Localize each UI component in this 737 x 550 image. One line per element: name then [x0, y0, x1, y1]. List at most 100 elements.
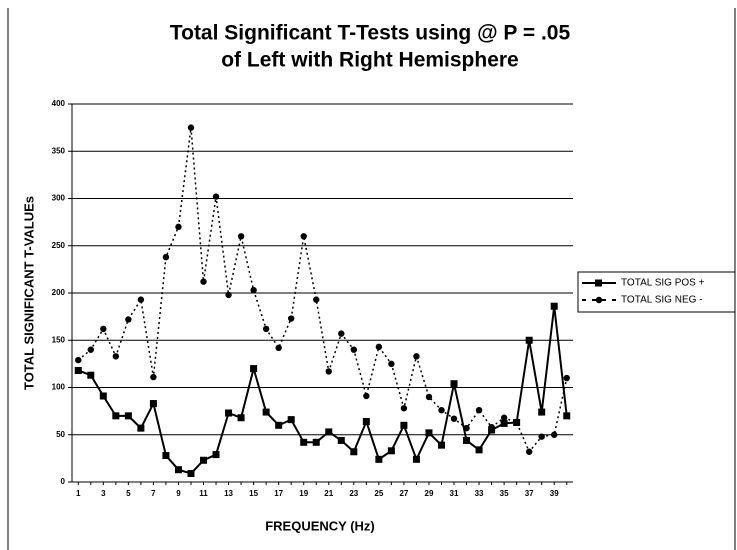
data-point: [149, 400, 157, 408]
data-point: [275, 344, 282, 352]
chart-title: of Left with Right Hemisphere: [221, 49, 519, 72]
data-point: [500, 414, 508, 421]
data-point: [525, 448, 533, 455]
x-tick-label: 35: [500, 489, 509, 498]
data-point: [425, 429, 433, 437]
x-tick-label: 1: [76, 489, 81, 498]
x-tick-label: 11: [199, 489, 208, 498]
data-point: [225, 409, 233, 417]
data-point: [362, 418, 370, 426]
data-point: [500, 419, 508, 427]
chart-title: Total Significant T-Tests using @ P = .0…: [170, 22, 571, 45]
series-line: [77, 127, 568, 454]
data-point: [87, 346, 94, 353]
data-point: [538, 433, 545, 440]
data-point: [287, 315, 295, 322]
data-point: [237, 414, 245, 422]
data-point: [325, 428, 333, 436]
data-point: [100, 325, 107, 333]
data-point: [313, 296, 320, 303]
y-tick-label: 400: [52, 99, 66, 108]
data-point: [250, 286, 257, 294]
data-point: [312, 438, 320, 446]
data-point: [525, 336, 533, 344]
data-point: [162, 253, 170, 261]
data-point: [337, 436, 345, 444]
data-point: [187, 124, 195, 131]
data-point: [350, 448, 358, 456]
data-point: [125, 316, 132, 323]
data-point: [287, 416, 295, 424]
data-point: [200, 278, 207, 285]
x-tick-label: 31: [450, 489, 459, 498]
data-point: [387, 447, 395, 455]
data-point: [551, 431, 558, 438]
y-tick-label: 0: [61, 477, 66, 486]
data-point: [488, 423, 495, 431]
data-point: [137, 424, 145, 432]
x-tick-label: 25: [374, 489, 383, 498]
data-point: [162, 452, 170, 460]
x-tick-label: 23: [349, 489, 358, 498]
x-tick-label: 9: [176, 489, 181, 498]
y-tick-label: 250: [52, 241, 66, 250]
x-tick-label: 27: [399, 489, 408, 498]
x-tick-label: 7: [151, 489, 156, 498]
data-point: [463, 424, 470, 432]
y-tick-label: 150: [52, 335, 66, 344]
data-point: [112, 353, 120, 360]
data-point: [187, 469, 195, 477]
data-point: [87, 371, 95, 379]
data-point: [250, 365, 258, 373]
data-point: [212, 193, 220, 200]
y-tick-label: 350: [52, 146, 66, 155]
data-point: [262, 325, 270, 333]
legend-marker: [595, 296, 603, 304]
data-point: [112, 412, 120, 420]
data-point: [74, 366, 82, 374]
x-tick-label: 13: [224, 489, 233, 498]
data-point: [375, 455, 383, 463]
y-tick-label: 50: [56, 430, 65, 439]
data-point: [237, 233, 245, 240]
data-point: [438, 406, 445, 414]
x-axis-label: FREQUENCY (Hz): [265, 518, 375, 533]
data-point: [463, 436, 471, 444]
legend-box: [577, 271, 736, 313]
x-tick-label: 17: [274, 489, 283, 498]
data-point: [425, 393, 433, 401]
y-axis-label: TOTAL SIGNIFICANT T-VALUEs: [21, 196, 36, 390]
data-point: [300, 438, 308, 446]
data-point: [412, 455, 420, 463]
data-point: [75, 356, 82, 364]
data-point: [563, 374, 570, 382]
y-tick-label: 100: [52, 383, 66, 392]
data-point: [450, 415, 458, 422]
data-point: [400, 421, 408, 429]
data-point: [363, 392, 370, 400]
data-point: [437, 441, 445, 449]
data-point: [300, 233, 307, 240]
data-point: [262, 408, 270, 416]
x-tick-label: 21: [324, 489, 333, 498]
data-point: [450, 380, 458, 388]
x-tick-label: 29: [425, 489, 434, 498]
series-line: [77, 306, 568, 475]
data-point: [325, 368, 332, 375]
x-tick-label: 5: [126, 489, 131, 498]
data-point: [225, 291, 232, 299]
data-point: [413, 353, 420, 360]
data-point: [124, 412, 132, 420]
x-tick-label: 37: [525, 489, 534, 498]
x-tick-label: 19: [299, 489, 308, 498]
x-tick-label: 3: [101, 489, 106, 498]
data-point: [338, 330, 345, 337]
x-tick-label: 39: [550, 489, 559, 498]
data-point: [175, 223, 182, 231]
data-point: [400, 405, 408, 412]
legend-label: TOTAL SIG NEG -: [621, 295, 703, 306]
data-point: [475, 446, 483, 454]
legend-label: TOTAL SIG POS +: [621, 278, 705, 289]
